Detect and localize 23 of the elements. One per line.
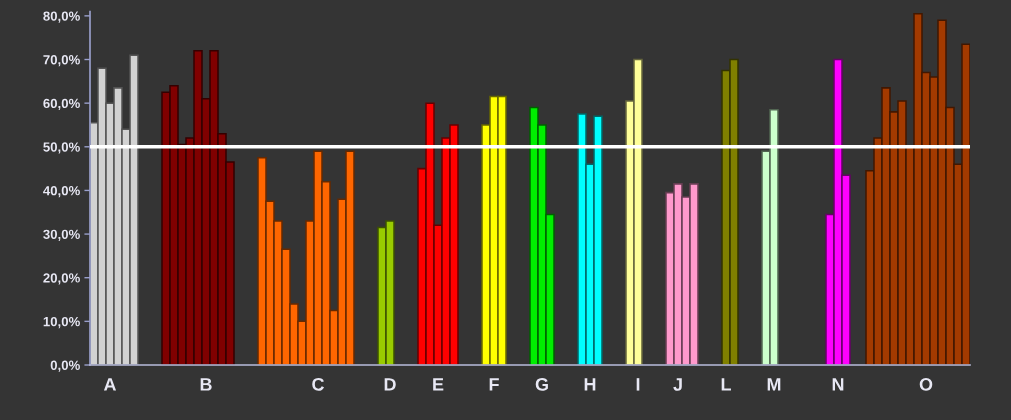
y-tick-label: 70,0%: [43, 55, 80, 67]
y-tick-label: 40,0%: [43, 186, 80, 198]
x-tick-label: N: [832, 378, 844, 391]
x-tick-label: M: [767, 378, 781, 391]
x-tick-label: A: [103, 378, 117, 391]
x-tick-label: F: [489, 378, 499, 391]
x-tick-label: D: [384, 378, 396, 391]
y-tick-label: 60,0%: [43, 98, 80, 110]
y-tick-label: 50,0%: [43, 142, 80, 154]
x-tick-label: H: [584, 378, 596, 391]
x-tick-label: L: [721, 378, 731, 391]
x-tick-label: O: [919, 377, 933, 391]
y-tick-label: 20,0%: [43, 273, 80, 285]
y-tick-label: 0,0%: [50, 360, 80, 372]
x-tick-label: E: [433, 378, 444, 391]
x-tick-label: B: [200, 378, 212, 391]
x-tick-label: G: [535, 377, 548, 391]
x-tick-label: I: [636, 378, 640, 391]
x-tick-label: C: [312, 377, 325, 391]
y-tick-label: 10,0%: [43, 316, 80, 329]
y-tick-label: 80,0%: [43, 11, 80, 23]
x-tick-label: J: [673, 378, 682, 391]
y-tick-label: 30,0%: [43, 229, 80, 241]
